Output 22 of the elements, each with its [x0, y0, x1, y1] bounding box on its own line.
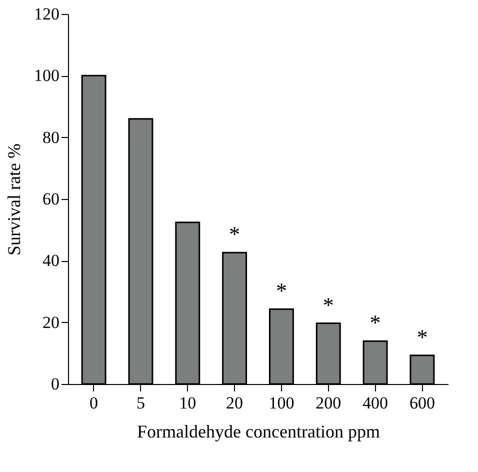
annotation: * — [416, 324, 428, 350]
y-tick-label: 20 — [42, 312, 60, 332]
y-tick-label: 40 — [42, 251, 60, 270]
x-axis-title: Formaldehyde concentration ppm — [137, 422, 380, 442]
x-tick-label: 100 — [268, 394, 294, 412]
y-tick-label: 80 — [42, 128, 60, 147]
annotation: * — [229, 222, 240, 247]
x-tick-label: 200 — [316, 394, 342, 412]
x-tick-label: 20 — [226, 394, 244, 412]
x-tick-label: 10 — [179, 394, 196, 412]
y-tick-label: 120 — [34, 4, 60, 24]
y-tick-label: 0 — [51, 374, 60, 394]
x-tick-label: 5 — [136, 394, 145, 412]
x-tick-label: 600 — [409, 394, 435, 412]
annotation: * — [276, 278, 287, 304]
x-tick-label: 400 — [362, 394, 388, 412]
y-tick-label: 100 — [34, 66, 60, 86]
y-axis-title: Survival rate % — [4, 144, 24, 256]
annotation: * — [322, 292, 334, 318]
annotation: * — [370, 310, 381, 336]
x-tick-label: 0 — [90, 394, 98, 412]
y-tick-label: 60 — [42, 190, 60, 208]
